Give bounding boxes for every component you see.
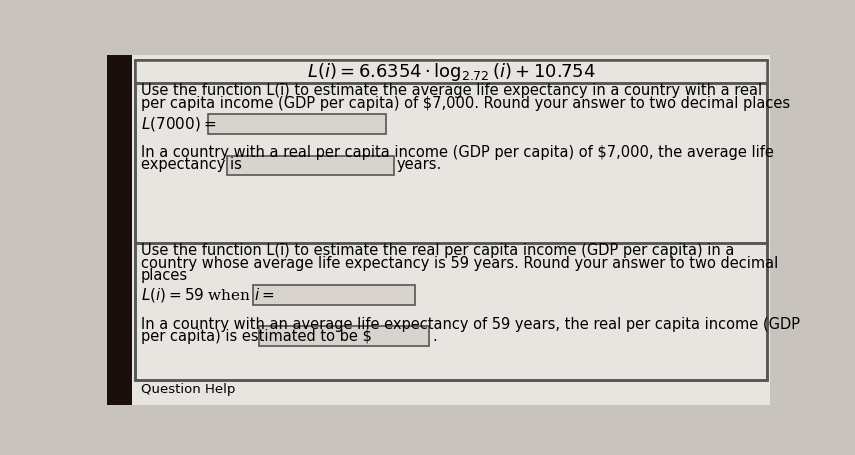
Text: per capita income (GDP per capita) of $7,000. Round your answer to two decimal p: per capita income (GDP per capita) of $7… — [141, 96, 790, 111]
Text: Question Help: Question Help — [141, 383, 235, 396]
FancyBboxPatch shape — [107, 55, 132, 405]
FancyBboxPatch shape — [132, 55, 770, 405]
Text: years.: years. — [397, 157, 442, 172]
Text: In a country with a real per capita income (GDP per capita) of $7,000, the avera: In a country with a real per capita inco… — [141, 145, 774, 160]
Text: .: . — [433, 329, 437, 344]
FancyBboxPatch shape — [259, 326, 429, 346]
Text: Use the function L(ī) to estimate the average life expectancy in a country with : Use the function L(ī) to estimate the av… — [141, 83, 762, 98]
FancyBboxPatch shape — [135, 60, 767, 83]
Text: In a country with an average life expectancy of 59 years, the real per capita in: In a country with an average life expect… — [141, 317, 800, 332]
Text: expectancy is: expectancy is — [141, 157, 242, 172]
Text: $L(7000) =$: $L(7000) =$ — [141, 115, 216, 133]
Text: per capita) is estimated to be $: per capita) is estimated to be $ — [141, 329, 372, 344]
Text: Use the function L(ī) to estimate the real per capita income (GDP per capita) in: Use the function L(ī) to estimate the re… — [141, 243, 734, 258]
Text: $L(i) = 59$ when $i =$: $L(i) = 59$ when $i =$ — [141, 286, 274, 304]
FancyBboxPatch shape — [227, 156, 393, 175]
FancyBboxPatch shape — [208, 114, 386, 134]
Text: $L(i) = 6.6354 \cdot \log_{2.72}(i) + 10.754$: $L(i) = 6.6354 \cdot \log_{2.72}(i) + 10… — [307, 61, 595, 82]
Text: country whose average life expectancy is 59 years. Round your answer to two deci: country whose average life expectancy is… — [141, 256, 778, 271]
FancyBboxPatch shape — [252, 285, 416, 305]
Text: places: places — [141, 268, 188, 283]
